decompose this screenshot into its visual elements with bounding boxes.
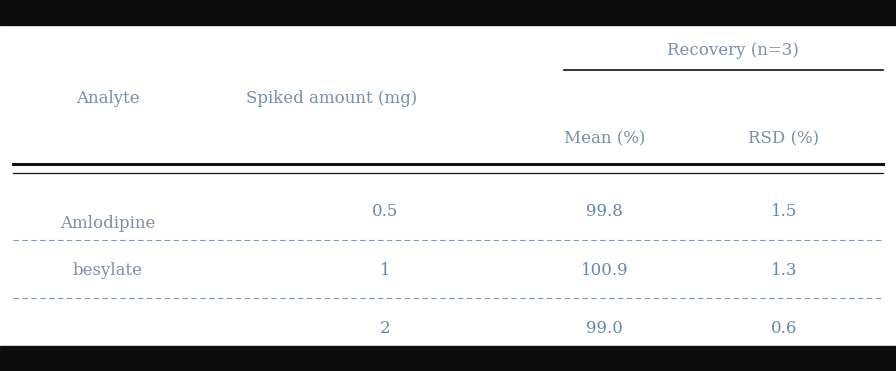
Text: Mean (%): Mean (%) bbox=[564, 131, 645, 148]
Bar bbox=[0, 0, 896, 25]
Text: besylate: besylate bbox=[73, 262, 142, 279]
Text: RSD (%): RSD (%) bbox=[748, 131, 820, 148]
Text: 99.8: 99.8 bbox=[586, 203, 624, 220]
Text: 0.5: 0.5 bbox=[372, 203, 399, 220]
Text: 100.9: 100.9 bbox=[581, 262, 629, 279]
Text: Recovery (n=3): Recovery (n=3) bbox=[667, 42, 798, 59]
Text: 1: 1 bbox=[380, 262, 391, 279]
Text: Amlodipine: Amlodipine bbox=[60, 215, 155, 232]
Text: 99.0: 99.0 bbox=[586, 320, 624, 337]
Text: 1.3: 1.3 bbox=[771, 262, 797, 279]
Text: Analyte: Analyte bbox=[75, 90, 140, 107]
Text: Spiked amount (mg): Spiked amount (mg) bbox=[246, 90, 418, 107]
Text: 0.6: 0.6 bbox=[771, 320, 797, 337]
Text: 2: 2 bbox=[380, 320, 391, 337]
Bar bbox=[0, 346, 896, 371]
Text: 1.5: 1.5 bbox=[771, 203, 797, 220]
